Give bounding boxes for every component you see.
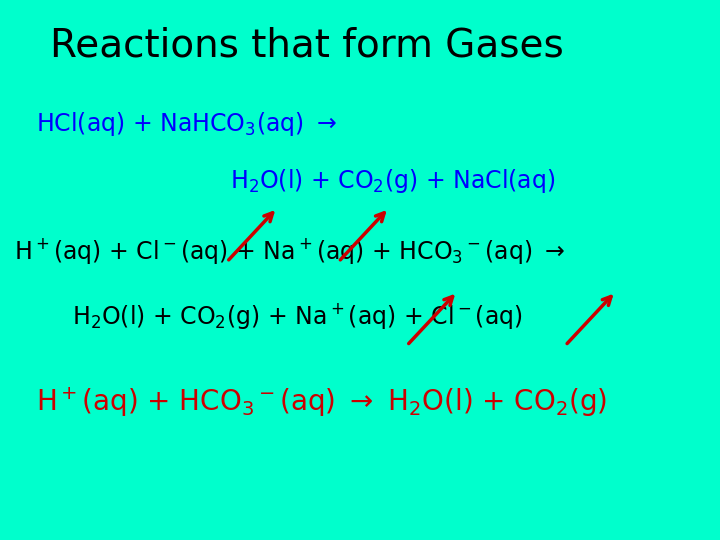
- Text: H$^+$(aq) + Cl$^-$(aq) + Na$^+$(aq) + HCO$_3$$^-$(aq) $\rightarrow$: H$^+$(aq) + Cl$^-$(aq) + Na$^+$(aq) + HC…: [14, 236, 565, 266]
- Text: Reactions that form Gases: Reactions that form Gases: [50, 27, 564, 65]
- Text: HCl(aq) + NaHCO$_3$(aq) $\rightarrow$: HCl(aq) + NaHCO$_3$(aq) $\rightarrow$: [36, 110, 337, 138]
- Text: H$^+$(aq) + HCO$_3$$^-$(aq) $\rightarrow$ H$_2$O(l) + CO$_2$(g): H$^+$(aq) + HCO$_3$$^-$(aq) $\rightarrow…: [36, 386, 607, 419]
- Text: H$_2$O(l) + CO$_2$(g) + NaCl(aq): H$_2$O(l) + CO$_2$(g) + NaCl(aq): [230, 167, 556, 195]
- Text: H$_2$O(l) + CO$_2$(g) + Na$^+$(aq) + Cl$^-$(aq): H$_2$O(l) + CO$_2$(g) + Na$^+$(aq) + Cl$…: [72, 301, 523, 331]
